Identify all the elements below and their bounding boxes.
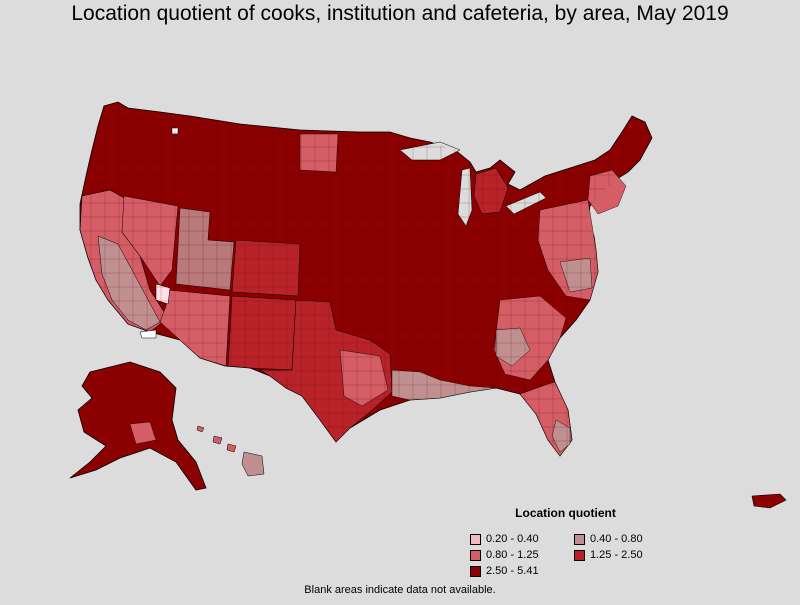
legend-label: 0.80 - 1.25 <box>486 549 539 561</box>
legend-label: 0.20 - 0.40 <box>486 533 539 545</box>
legend-item-1: 0.40 - 0.80 <box>572 532 668 546</box>
map-legend: Location quotient 0.20 - 0.40 0.40 - 0.8… <box>468 506 668 578</box>
legend-label: 0.40 - 0.80 <box>590 533 643 545</box>
map-title: Location quotient of cooks, institution … <box>71 2 729 25</box>
legend-swatch <box>470 565 481 577</box>
legend-item-4: 2.50 - 5.41 <box>468 564 572 578</box>
legend-swatch <box>574 549 585 561</box>
legend-swatch <box>470 549 481 561</box>
alaska-south-region[interactable] <box>129 421 157 445</box>
legend-item-3: 1.25 - 2.50 <box>572 548 668 562</box>
hawaii-region[interactable] <box>196 425 265 477</box>
legend-title: Location quotient <box>515 506 616 520</box>
legend-label: 2.50 - 5.41 <box>486 565 539 577</box>
legend-item-2: 0.80 - 1.25 <box>468 548 572 562</box>
legend-label: 1.25 - 2.50 <box>590 549 643 561</box>
legend-swatch <box>574 533 585 545</box>
footnote: Blank areas indicate data not available. <box>304 584 496 596</box>
puerto-rico-region[interactable] <box>751 493 787 509</box>
legend-item-0: 0.20 - 0.40 <box>468 532 572 546</box>
county-texture <box>80 102 652 456</box>
legend-swatch <box>470 533 481 545</box>
